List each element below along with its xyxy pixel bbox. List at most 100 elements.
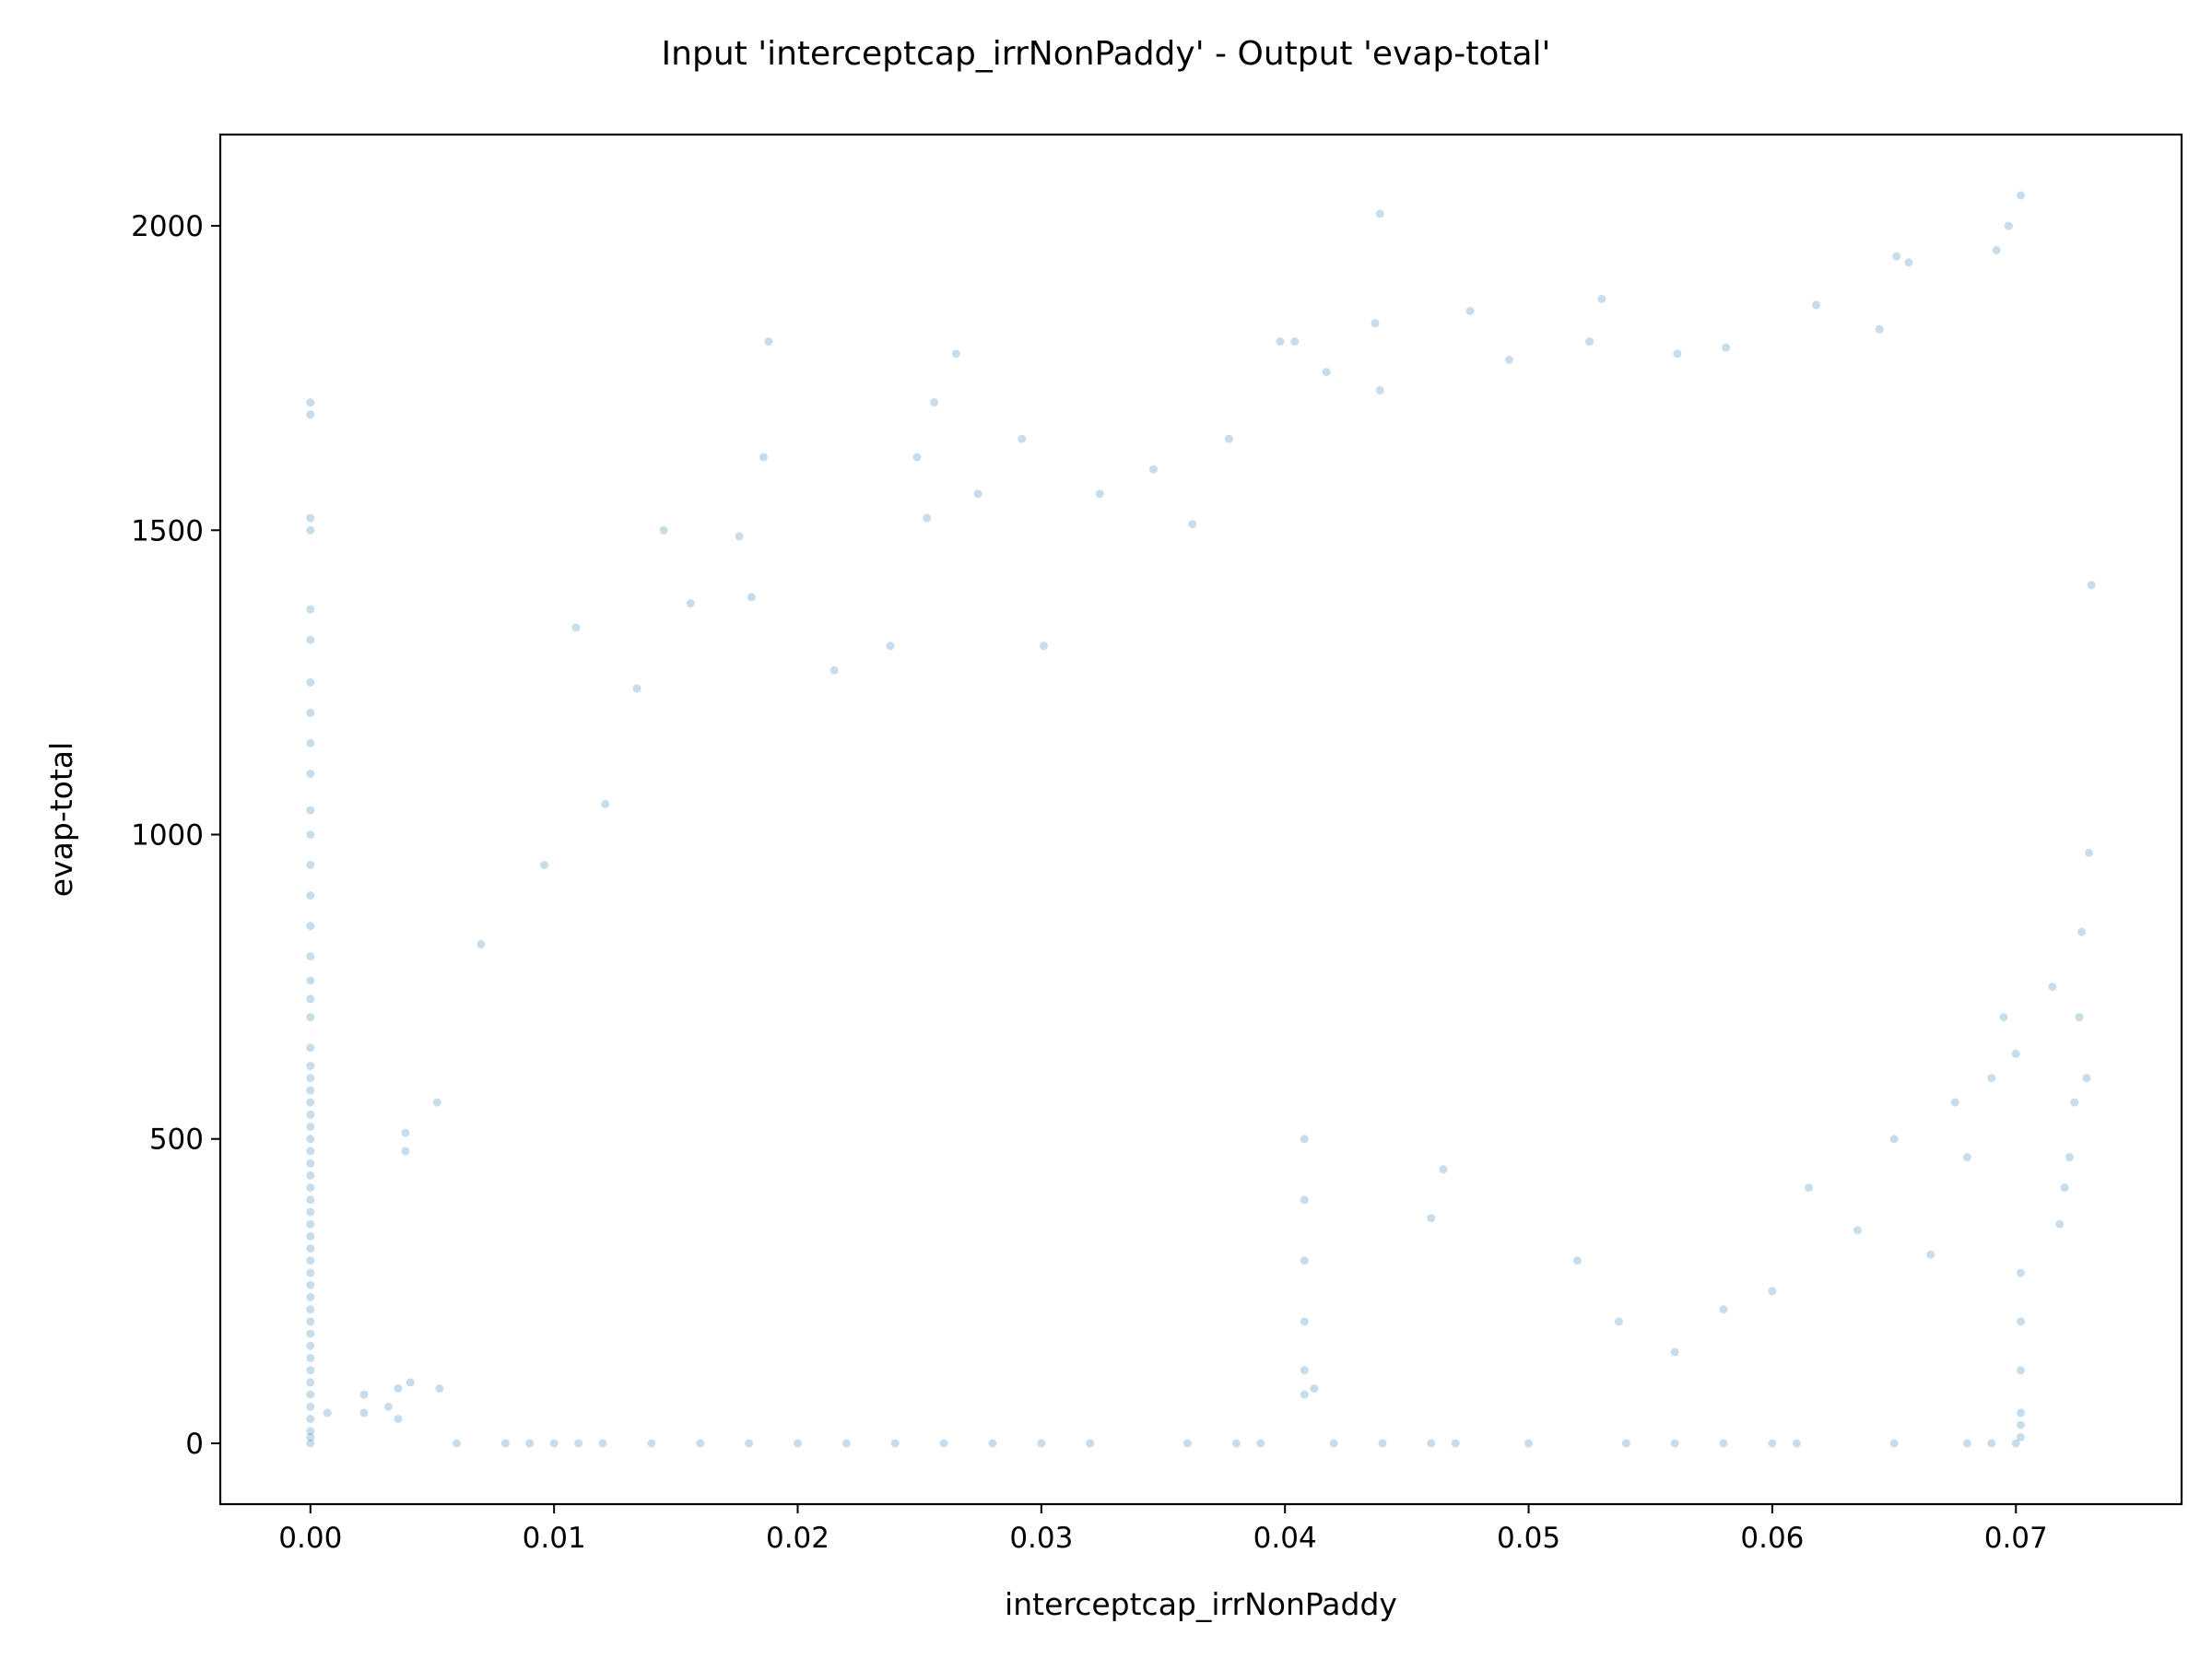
data-point [1300,1256,1309,1265]
data-point [306,1219,315,1229]
data-point [306,1013,315,1022]
data-point [306,738,315,747]
data-point [598,1439,607,1448]
data-point [1300,1195,1309,1205]
x-tick-label: 0.04 [1253,1522,1317,1555]
data-point [1451,1439,1460,1448]
data-point [1673,349,1682,359]
data-point [1188,520,1197,529]
data-point [306,922,315,931]
data-point [1768,1287,1777,1296]
x-tick-label: 0.05 [1497,1522,1560,1555]
data-point [1183,1439,1192,1448]
data-point [306,410,315,419]
data-point [1465,307,1475,315]
data-point [306,1043,315,1053]
data-point [306,1366,315,1375]
data-point [525,1439,535,1448]
data-point [2011,1049,2020,1058]
data-point [306,605,315,614]
data-point [1962,1153,1971,1161]
data-point [2087,581,2096,590]
data-point [830,665,839,675]
data-point [1572,1256,1582,1265]
data-point [549,1439,559,1448]
data-point [1768,1439,1777,1448]
data-point [306,1432,315,1441]
data-point [1095,489,1104,499]
data-point [306,1135,315,1144]
data-point [2017,1408,2025,1418]
data-point [306,1207,315,1217]
data-point [1614,1317,1623,1326]
x-tick-label: 0.02 [766,1522,830,1555]
ticks-layer: 0.00 0.01 0.02 0.03 0.04 0.05 0.06 0.07 0 500 1000… [131,210,2048,1555]
data-point [306,635,315,644]
data-point [1670,1439,1679,1448]
data-point [841,1439,851,1448]
data-point [1992,246,2001,254]
data-point [540,861,549,869]
data-point [306,952,315,961]
data-point [306,1098,315,1107]
data-point [923,513,932,523]
data-point [2082,1074,2091,1083]
data-point [1322,368,1331,377]
data-point [1300,1135,1309,1144]
data-point [1962,1439,1971,1448]
data-point [759,453,768,462]
data-point [1504,355,1513,364]
data-point [383,1402,393,1411]
data-point [1037,1439,1046,1448]
points-layer [306,191,2096,1448]
data-point [1597,294,1606,303]
data-point [794,1439,802,1448]
data-point [1853,1226,1862,1235]
x-tick-label: 0.01 [523,1522,586,1555]
data-point [306,1159,315,1168]
data-point [2011,1439,2020,1448]
data-point [306,1280,315,1289]
data-point [306,525,315,535]
data-point [1231,1439,1241,1448]
data-point [1719,1439,1728,1448]
data-point [886,641,895,651]
data-point [735,532,744,541]
x-tick-label: 0.03 [1009,1522,1073,1555]
plot-frame [218,133,2183,1506]
data-point [306,1183,315,1193]
data-point [500,1439,510,1448]
data-point [1950,1098,1959,1107]
data-point [306,1074,315,1083]
data-point [306,1062,315,1070]
data-point [435,1384,444,1393]
data-point [306,994,315,1004]
data-point [601,800,610,808]
data-point [747,593,756,602]
data-point [306,1292,315,1301]
data-point [1585,337,1594,347]
data-point [394,1415,403,1423]
x-tick-label: 0.06 [1740,1522,1804,1555]
data-point [306,1329,315,1338]
data-point [406,1378,415,1387]
data-point [2004,221,2013,230]
data-point [1300,1366,1309,1375]
data-point [306,708,315,717]
data-point [745,1439,754,1448]
y-tick-label: 0 [185,1428,204,1461]
data-point [939,1439,948,1448]
data-point [1926,1250,1936,1259]
data-point [1290,337,1300,347]
data-point [1805,1183,1813,1193]
data-point [571,623,581,632]
data-point [1256,1439,1265,1448]
data-point [323,1408,332,1418]
data-point [306,1439,315,1448]
data-point [1310,1384,1319,1393]
data-point [306,1171,315,1180]
data-point [306,830,315,839]
data-point [1904,258,1913,267]
data-point [477,939,486,948]
